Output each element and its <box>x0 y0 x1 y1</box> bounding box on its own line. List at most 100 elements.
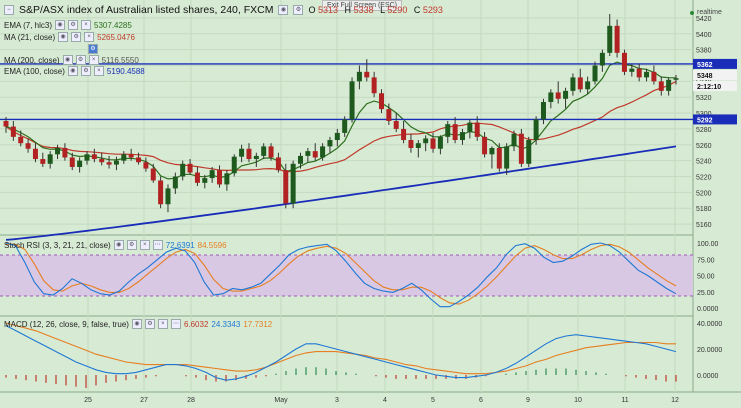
more-icon[interactable]: ⋯ <box>152 240 163 250</box>
candle-body <box>452 124 458 141</box>
indicator-value: 5265.0476 <box>97 32 135 42</box>
indicator-label: MA (21, close) <box>4 32 56 42</box>
candle-body <box>467 122 473 133</box>
ohlc-readout: O 5313 H 5338 L 5290 C 5293 <box>308 5 443 15</box>
candle-body <box>445 124 451 137</box>
stoch-k-line <box>5 242 677 308</box>
close-icon[interactable]: × <box>88 55 99 65</box>
indicator-hidden-row[interactable]: ⚙ <box>4 44 98 54</box>
macd-legend[interactable]: MACD (12, 26, close, 9, false, true) ◉ ⚙… <box>4 319 272 329</box>
candle-body <box>408 140 414 148</box>
stoch-d-line <box>6 243 677 305</box>
candle-body <box>91 154 97 160</box>
candle-body <box>77 160 83 167</box>
eye-icon[interactable]: ◉ <box>62 55 73 65</box>
close-icon[interactable]: × <box>84 32 95 42</box>
indicator-ema100[interactable]: EMA (100, close) ◉ ⚙ × 5190.4588 <box>4 66 145 76</box>
candle-body <box>563 90 569 99</box>
time-tick-label: 11 <box>621 397 628 404</box>
candle-body <box>202 178 208 183</box>
candle-body <box>55 147 61 155</box>
candle-body <box>658 81 664 91</box>
gear-icon[interactable]: ⚙ <box>144 319 155 329</box>
price-tick-label: 5220 <box>696 175 712 182</box>
price-tick-label: 5280 <box>696 127 712 134</box>
candle-body <box>84 154 90 161</box>
eye-icon[interactable]: ◉ <box>67 66 78 76</box>
candle-body <box>136 157 142 163</box>
close-icon[interactable]: × <box>157 319 168 329</box>
time-tick-label: 9 <box>526 397 530 404</box>
candle-body <box>371 77 377 94</box>
indicator-label: EMA (7, hlc3) <box>4 20 53 30</box>
candle-body <box>217 170 223 185</box>
price-tick-label: 5380 <box>696 48 712 55</box>
candle-body <box>121 154 127 161</box>
candle-body <box>533 119 539 141</box>
close-icon[interactable]: × <box>139 240 150 250</box>
indicator-ema7[interactable]: EMA (7, hlc3) ◉ ⚙ × 5307.4285 <box>4 20 132 30</box>
eye-icon[interactable]: ◉ <box>131 319 142 329</box>
price-tick-label: 5400 <box>696 32 712 39</box>
eye-icon[interactable]: ◉ <box>55 20 66 30</box>
macd-tick-label: 0.0000 <box>697 373 719 380</box>
candle-body <box>415 143 421 148</box>
stoch-k-value: 72.6391 <box>165 240 195 250</box>
macd-line-value: 24.3343 <box>211 319 241 329</box>
stoch-label: Stoch RSI (3, 3, 21, 21, close) <box>4 240 111 250</box>
gear-icon[interactable]: ⚙ <box>126 240 137 250</box>
eye-icon[interactable]: ◉ <box>113 240 124 250</box>
gear-icon[interactable]: ⚙ <box>68 20 79 30</box>
ema7-line <box>5 61 677 180</box>
indicator-value: 5307.4285 <box>94 20 132 30</box>
close-icon[interactable]: × <box>81 20 92 30</box>
time-tick-label: 5 <box>431 397 435 404</box>
level-tag-bottom: 5292 <box>697 117 713 124</box>
macd-signal-line <box>5 322 676 375</box>
more-icon[interactable]: ⋯ <box>170 319 181 329</box>
candle-body <box>607 25 613 53</box>
candle-body <box>312 151 318 158</box>
gear-icon[interactable]: ⚙ <box>80 66 91 76</box>
ma21-line <box>5 80 677 173</box>
settings-icon[interactable]: ⚙ <box>88 44 98 54</box>
candle-body <box>275 157 281 171</box>
candle-body <box>3 121 9 127</box>
eye-icon[interactable]: ◉ <box>58 32 69 42</box>
time-tick-label: 25 <box>84 397 92 404</box>
candle-body <box>401 128 407 141</box>
indicator-ma21[interactable]: MA (21, close) ◉ ⚙ × 5265.0476 <box>4 32 135 42</box>
candle-body <box>172 176 178 189</box>
candle-body <box>246 148 252 160</box>
candle-body <box>150 168 156 181</box>
candle-body <box>261 146 267 156</box>
exit-fullscreen-button[interactable]: Exit Full Screen (ESC) <box>322 0 403 11</box>
time-tick-label: 6 <box>479 397 483 404</box>
candle-body <box>231 156 237 174</box>
stoch-legend[interactable]: Stoch RSI (3, 3, 21, 21, close) ◉ ⚙ × ⋯ … <box>4 240 227 250</box>
candle-body <box>113 160 119 165</box>
indicator-value: 5190.4588 <box>106 66 145 76</box>
price-tick-label: 5180 <box>696 206 712 213</box>
stoch-tick-label: 25.00 <box>697 290 715 297</box>
candle-body <box>585 81 591 90</box>
indicator-label: MA (200, close) <box>4 55 60 65</box>
candle-body <box>62 147 68 158</box>
gear-icon[interactable]: ⚙ <box>293 5 304 15</box>
symbol-title: S&P/ASX index of Australian listed share… <box>19 4 274 16</box>
stoch-band <box>0 255 693 296</box>
gear-icon[interactable]: ⚙ <box>71 32 82 42</box>
close-icon[interactable]: × <box>93 66 104 76</box>
candle-body <box>305 151 311 156</box>
candle-body <box>570 77 576 91</box>
candle-body <box>482 136 488 155</box>
candle-body <box>25 143 31 149</box>
candle-body <box>40 159 46 164</box>
candle-body <box>320 146 326 158</box>
gear-icon[interactable]: ⚙ <box>75 55 86 65</box>
indicator-ma200[interactable]: MA (200, close) ◉ ⚙ × 5116.5550 <box>4 55 139 65</box>
collapse-icon[interactable]: − <box>4 5 14 15</box>
candle-body <box>327 140 333 147</box>
eye-icon[interactable]: ◉ <box>278 5 289 15</box>
